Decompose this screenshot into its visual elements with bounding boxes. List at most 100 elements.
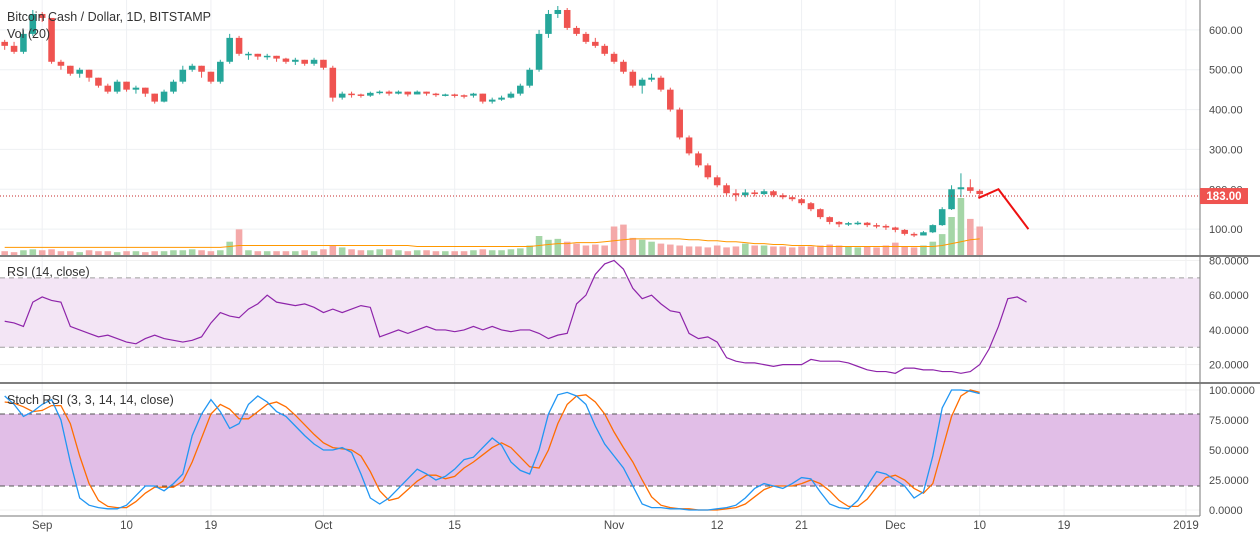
volume-legend[interactable]: Vol (20) (7, 27, 50, 41)
candle-body (460, 95, 468, 97)
volume-bar (920, 245, 927, 255)
candle-body (498, 97, 505, 100)
volume-bar (104, 251, 112, 255)
candle-body (788, 197, 796, 200)
last-price-badge-group: 183.00 (1200, 188, 1248, 205)
stoch-y-tick-label: 50.0000 (1209, 445, 1249, 457)
candle-body (132, 87, 140, 90)
volume-bar (648, 241, 655, 255)
volume-bar (770, 246, 777, 255)
candle-body (807, 203, 815, 210)
x-tick-label: 10 (973, 520, 986, 532)
candle-body (20, 33, 27, 52)
volume-bar (301, 250, 308, 255)
volume-bar (357, 250, 365, 255)
stoch-y-tick-label: 75.0000 (1209, 415, 1249, 427)
volume-bar (198, 250, 205, 255)
x-tick-label: 19 (205, 520, 218, 532)
volume-bar (95, 251, 102, 255)
indicator-bands (0, 277, 1200, 487)
volume-bar (657, 243, 665, 255)
volume-bar (882, 245, 890, 255)
volume-bar (835, 245, 843, 255)
rsi-y-tick-label: 40.0000 (1209, 325, 1249, 337)
volume-bar (451, 251, 458, 255)
volume-bar (442, 251, 449, 255)
candle-body (338, 93, 346, 98)
volume-bar (217, 250, 224, 255)
candle-body (404, 91, 412, 95)
candle-body (592, 41, 599, 46)
label-layer: Bitcoin Cash / Dollar, 1D, BITSTAMP Vol … (7, 10, 211, 407)
candle-body (517, 85, 524, 94)
volume-bar (113, 252, 121, 255)
rsi-y-tick-label: 60.0000 (1209, 290, 1249, 302)
volume-bar (85, 250, 93, 255)
volume-bar (667, 244, 674, 255)
candle-body (151, 93, 158, 102)
volume-bar (320, 249, 327, 255)
volume-bar (498, 250, 505, 255)
volume-bar (170, 250, 177, 255)
candle-body (320, 59, 327, 68)
candle-body (442, 94, 449, 96)
volume-bar (404, 251, 412, 255)
price-y-tick-label: 100.00 (1209, 224, 1243, 236)
candle-body (104, 85, 112, 92)
volume-bar (432, 251, 440, 255)
candle-body (57, 61, 65, 66)
rsi-band (0, 277, 1200, 348)
volume-bar (957, 198, 965, 255)
stoch-y-tick-label: 100.0000 (1209, 385, 1255, 397)
candle-body (254, 53, 262, 57)
candle-body (207, 71, 215, 82)
volume-bar (273, 251, 280, 255)
candle-body (545, 13, 552, 34)
candle-body (357, 94, 365, 96)
candle-body (901, 229, 908, 234)
stoch-rsi-legend[interactable]: Stoch RSI (3, 3, 14, 14, close) (7, 393, 174, 407)
candle-body (779, 195, 787, 198)
candle-body (976, 190, 983, 195)
candle-body (395, 91, 402, 94)
candle-body (713, 177, 721, 186)
volume-bar (892, 242, 899, 255)
candle-body (723, 185, 730, 194)
volume-bar (245, 250, 252, 255)
volume-bar (910, 247, 918, 255)
candle-body (245, 53, 252, 56)
volume-bar (179, 250, 187, 255)
candle-body (882, 225, 890, 228)
volume-bar (826, 244, 833, 255)
volume-bar (488, 250, 496, 255)
candle-body (479, 93, 487, 102)
volume-bar (132, 251, 140, 255)
candle-body (451, 94, 458, 96)
volume-bar (76, 252, 83, 255)
candle-body (835, 221, 843, 225)
candle-body (385, 91, 393, 94)
candle-body (751, 192, 758, 195)
volume-bar (929, 241, 937, 255)
candle-body (920, 232, 927, 236)
volume-bar (676, 245, 683, 255)
volume-bar (123, 251, 130, 255)
rsi-legend[interactable]: RSI (14, close) (7, 265, 90, 279)
volume-bar (395, 250, 402, 255)
last-price-badge (1200, 188, 1248, 205)
candle-body (10, 45, 18, 52)
volume-bar (901, 246, 908, 255)
candle-body (38, 13, 46, 18)
candle-body (938, 209, 946, 226)
candle-body (582, 33, 590, 42)
x-tick-label: 21 (795, 520, 808, 532)
candle-body (235, 37, 243, 54)
symbol-title[interactable]: Bitcoin Cash / Dollar, 1D, BITSTAMP (7, 10, 211, 24)
x-tick-label: 19 (1058, 520, 1071, 532)
volume-bar (713, 245, 721, 255)
candle-body (217, 61, 224, 82)
volume-bar (695, 246, 702, 255)
